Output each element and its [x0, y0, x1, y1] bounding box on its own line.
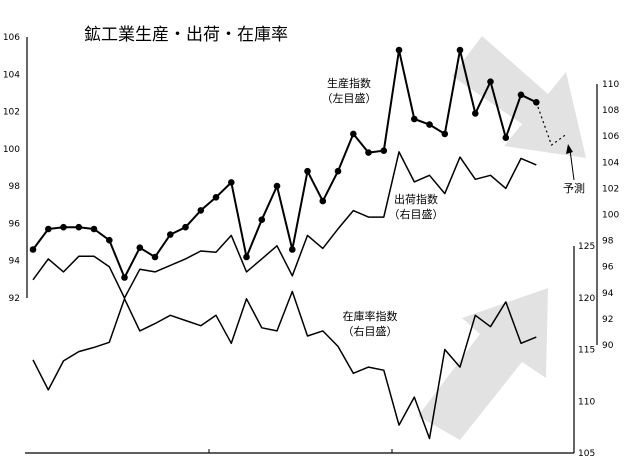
tick-labels: 106 104 102 100 98 96 94 92 110 108 106 104 102 100 98…	[3, 33, 620, 459]
production-point	[136, 244, 144, 251]
production-point	[182, 223, 189, 231]
production-point	[517, 91, 525, 99]
production-point	[75, 223, 83, 231]
left-tick-label: 100	[3, 145, 20, 155]
right_upper-tick-label: 100	[602, 211, 619, 221]
production-point	[29, 246, 37, 253]
left-tick-label: 98	[9, 182, 21, 192]
right_lower-tick-label: 105	[578, 449, 595, 459]
series-layer	[29, 46, 568, 440]
production-point	[289, 246, 296, 253]
production-point	[441, 130, 449, 138]
production-point	[426, 121, 433, 128]
production-point	[487, 78, 494, 85]
right_upper-tick-label: 104	[602, 158, 619, 168]
production-point	[106, 236, 113, 244]
production-point	[197, 207, 205, 214]
production-point	[411, 115, 418, 123]
shipment-line	[32, 151, 537, 299]
left-tick-label: 94	[9, 257, 21, 267]
inventory-axis-note: （右目盛）	[343, 324, 398, 338]
forecast-pointer-head	[566, 144, 573, 154]
production-point	[212, 194, 220, 201]
production-forecast-line	[535, 102, 568, 146]
shipment-axis-note: （右目盛）	[389, 207, 444, 221]
production-point	[45, 225, 52, 233]
production-point	[151, 253, 159, 261]
series-labels: 生産指数 （左目盛） 出荷指数 （右目盛） 在庫率指数 （右目盛） 予測	[322, 76, 586, 338]
right_lower-tick-label: 125	[578, 242, 595, 252]
left-tick-label: 102	[3, 108, 20, 118]
right_upper-tick-label: 90	[602, 341, 614, 351]
right_upper-tick-label: 110	[602, 80, 619, 90]
production-point	[472, 110, 479, 117]
production-point	[304, 167, 311, 175]
production-point	[273, 182, 281, 190]
right_lower-tick-label: 110	[578, 397, 595, 407]
production-series-label: 生産指数	[327, 76, 371, 90]
left-tick-label: 104	[3, 70, 20, 80]
left-tick-label: 92	[9, 294, 20, 304]
production-point	[228, 179, 235, 186]
right_lower-tick-label: 120	[578, 294, 595, 304]
right_upper-tick-label: 92	[602, 315, 613, 325]
production-point	[334, 167, 342, 175]
production-point	[90, 225, 98, 233]
right_upper-tick-label: 96	[602, 263, 614, 273]
shipment-series-label: 出荷指数	[394, 192, 438, 206]
production-point	[121, 274, 128, 281]
axes	[25, 37, 598, 454]
production-line	[32, 49, 537, 279]
production-point	[243, 253, 250, 261]
production-point	[319, 197, 327, 205]
trend-arrow-up	[418, 288, 548, 440]
production-point	[258, 216, 266, 223]
production-point	[60, 223, 67, 231]
right_upper-tick-label: 102	[602, 184, 619, 194]
production-point	[167, 231, 174, 238]
left-tick-label: 96	[9, 219, 21, 229]
right_upper-tick-label: 98	[602, 237, 614, 247]
production-point	[380, 147, 388, 154]
inventory-line	[32, 290, 537, 440]
forecast-pointer-line	[569, 149, 575, 181]
right_lower-tick-label: 115	[578, 346, 595, 356]
production-point	[365, 149, 372, 156]
production-point	[502, 134, 510, 141]
right_upper-tick-label: 106	[602, 132, 619, 142]
right_upper-tick-label: 94	[602, 289, 614, 299]
production-point	[456, 46, 464, 54]
chart-title: 鉱工業生産・出荷・在庫率	[84, 25, 288, 45]
left-tick-label: 106	[3, 33, 20, 43]
inventory-series-label: 在庫率指数	[343, 309, 398, 323]
forecast-label: 予測	[563, 181, 585, 195]
production-point	[395, 46, 403, 54]
production-point	[350, 130, 357, 138]
production-axis-note: （左目盛）	[322, 91, 377, 105]
right_upper-tick-label: 108	[602, 106, 619, 116]
trend-arrows	[418, 36, 586, 440]
